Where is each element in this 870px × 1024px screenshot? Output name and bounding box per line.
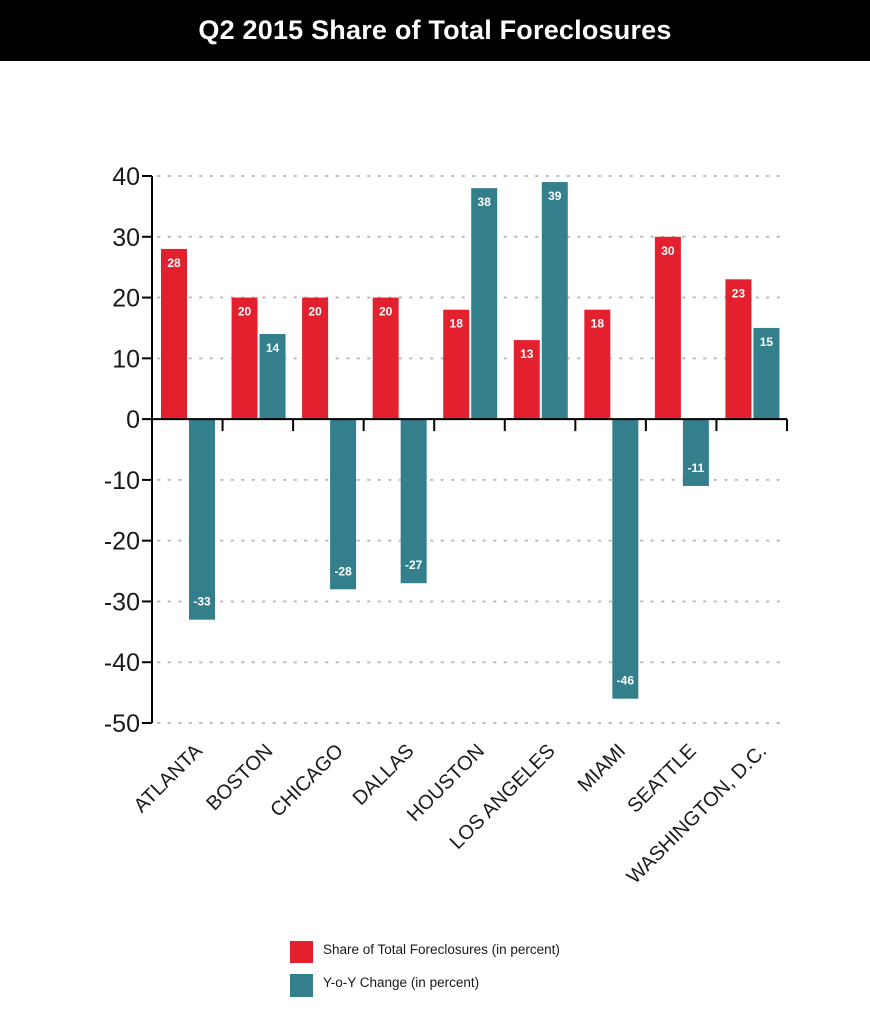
bar-value-label: 20 bbox=[238, 305, 252, 319]
y-tick-label: 0 bbox=[126, 406, 140, 434]
bar-yoy bbox=[400, 419, 427, 584]
bar-value-label: 13 bbox=[520, 347, 534, 361]
bar-value-label: 18 bbox=[591, 317, 605, 331]
y-tick-label: -40 bbox=[104, 649, 140, 677]
y-tick-label: -50 bbox=[104, 710, 140, 738]
bar-yoy bbox=[612, 419, 639, 699]
bar-share bbox=[443, 309, 470, 420]
bar-value-label: 14 bbox=[266, 341, 280, 355]
bar-value-label: -27 bbox=[405, 558, 423, 572]
bar-yoy bbox=[541, 182, 568, 420]
bar-value-label: -11 bbox=[688, 461, 705, 475]
bars bbox=[161, 182, 780, 699]
bar-share bbox=[161, 248, 187, 420]
legend-label-share: Share of Total Foreclosures (in percent) bbox=[323, 942, 560, 957]
category-label: DALLAS bbox=[349, 740, 419, 810]
bar-yoy bbox=[189, 419, 215, 620]
bar-value-label: 28 bbox=[167, 256, 181, 270]
bar-value-label: -33 bbox=[193, 595, 211, 609]
bar-value-label: -28 bbox=[334, 564, 352, 578]
bar-share bbox=[654, 236, 681, 420]
y-tick-label: 10 bbox=[112, 345, 140, 373]
bar-yoy bbox=[753, 327, 780, 420]
y-tick-label: 30 bbox=[112, 224, 140, 252]
bar-yoy bbox=[682, 419, 709, 486]
legend-label-yoy: Y-o-Y Change (in percent) bbox=[323, 975, 479, 990]
title-bar: Q2 2015 Share of Total Foreclosures bbox=[0, 0, 870, 61]
y-tick-label: -20 bbox=[104, 528, 140, 556]
bar-value-label: -46 bbox=[617, 674, 635, 688]
y-tick-label: -30 bbox=[104, 588, 140, 616]
bar-value-label: 30 bbox=[661, 244, 675, 258]
y-tick-label: 20 bbox=[112, 285, 140, 313]
category-label: WASHINGTON, D.C. bbox=[623, 740, 771, 888]
bar-value-label: 15 bbox=[760, 335, 774, 349]
bar-share bbox=[231, 297, 258, 420]
bar-value-label: 20 bbox=[308, 305, 322, 319]
bar-share bbox=[302, 297, 329, 420]
bar-share bbox=[584, 309, 611, 420]
legend: Share of Total Foreclosures (in percent)… bbox=[290, 941, 560, 997]
bar-value-label: 18 bbox=[450, 317, 464, 331]
legend-swatch-yoy bbox=[290, 974, 313, 997]
bar-value-label: 23 bbox=[732, 286, 746, 300]
bar-share bbox=[372, 297, 399, 420]
chart-title: Q2 2015 Share of Total Foreclosures bbox=[198, 15, 672, 45]
y-tick-label: -10 bbox=[104, 467, 140, 495]
category-label: MIAMI bbox=[574, 740, 630, 796]
category-label: CHICAGO bbox=[266, 740, 348, 822]
bar-value-label: 38 bbox=[478, 195, 492, 209]
bar-value-label: 20 bbox=[379, 305, 393, 319]
bar-yoy bbox=[471, 188, 498, 420]
axes bbox=[142, 175, 788, 724]
legend-swatch-share bbox=[290, 941, 313, 963]
category-label: ATLANTA bbox=[130, 740, 208, 818]
bar-yoy bbox=[259, 334, 286, 420]
y-tick-label: 40 bbox=[112, 163, 140, 191]
bar-value-label: 39 bbox=[548, 189, 562, 203]
bar-yoy bbox=[330, 419, 357, 590]
bar-share bbox=[725, 279, 752, 420]
bar-share bbox=[513, 340, 540, 420]
category-label: BOSTON bbox=[202, 740, 277, 815]
